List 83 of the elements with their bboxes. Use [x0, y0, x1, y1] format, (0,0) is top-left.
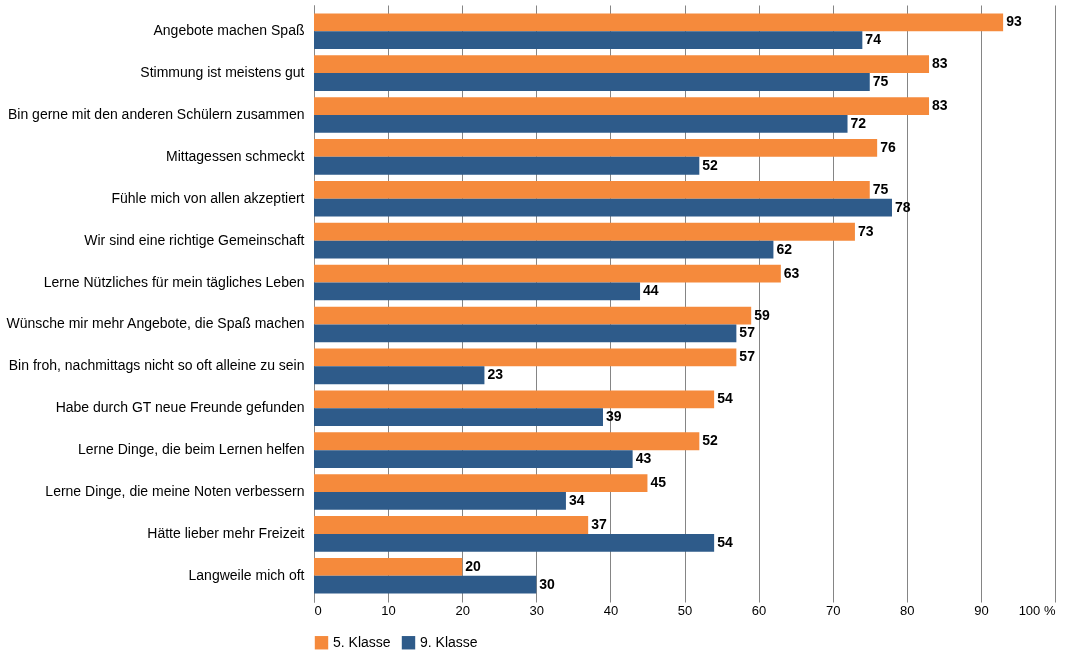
data-label: 74 — [865, 31, 882, 48]
data-label: 52 — [702, 156, 719, 173]
data-label: 37 — [591, 516, 607, 533]
y-tick-label: Langweile mich oft — [188, 566, 305, 583]
y-tick-label: Hätte lieber mehr Freizeit — [147, 524, 305, 541]
x-tick-label: 90 — [974, 602, 989, 618]
x-tick-label: 70 — [825, 602, 841, 618]
bar — [314, 306, 752, 325]
bar — [314, 180, 870, 199]
data-label: 57 — [739, 324, 756, 341]
data-label: 75 — [872, 72, 889, 89]
data-label: 54 — [717, 390, 733, 407]
bar — [314, 222, 855, 241]
data-label: 83 — [932, 97, 948, 114]
bar — [314, 198, 892, 217]
bar — [314, 55, 930, 74]
data-label: 83 — [932, 55, 948, 72]
bar — [314, 558, 463, 576]
bar — [314, 240, 774, 259]
x-tick-label: 30 — [529, 602, 545, 618]
x-tick-label: 20 — [455, 602, 470, 618]
bar — [314, 264, 781, 283]
data-label: 72 — [850, 114, 867, 131]
bar — [314, 450, 633, 468]
y-tick-label: Bin gerne mit den anderen Schülern zusammen — [7, 105, 305, 122]
data-label: 63 — [783, 264, 800, 281]
data-label: 57 — [739, 348, 756, 365]
bar — [314, 533, 715, 552]
data-label: 76 — [880, 138, 896, 155]
data-label: 75 — [872, 180, 889, 197]
bar — [314, 366, 485, 385]
y-tick-label: Fühle mich von allen akzeptiert — [111, 189, 305, 206]
bar — [314, 13, 1004, 32]
data-label: 73 — [857, 222, 874, 239]
y-tick-label: Habe durch GT neue Freunde gefunden — [55, 399, 305, 416]
bar — [314, 390, 715, 409]
x-tick-label: 60 — [751, 602, 767, 618]
x-tick-label: 80 — [900, 602, 915, 618]
data-label: 45 — [650, 474, 667, 491]
data-label: 43 — [635, 450, 652, 467]
bar — [314, 516, 589, 534]
data-label: 59 — [754, 306, 770, 323]
data-label: 20 — [465, 557, 481, 574]
legend-label: 9. Klasse — [420, 633, 478, 650]
legend-label: 5. Klasse — [333, 633, 391, 650]
bar — [314, 31, 863, 49]
data-label: 39 — [605, 408, 622, 425]
data-label: 54 — [717, 533, 733, 550]
bar — [314, 492, 566, 510]
x-tick-label: 40 — [603, 602, 619, 618]
data-label: 93 — [1006, 13, 1022, 30]
bar — [314, 282, 641, 301]
bar — [314, 139, 878, 157]
bar — [314, 324, 737, 343]
bar — [314, 114, 848, 133]
data-label: 62 — [776, 240, 793, 257]
bar — [314, 432, 700, 451]
y-tick-label: Mittagessen schmeckt — [166, 147, 305, 164]
bar — [314, 575, 537, 594]
data-label: 52 — [702, 432, 719, 449]
y-tick-label: Angebote machen Spaß — [153, 22, 305, 39]
data-label: 23 — [487, 366, 504, 383]
y-tick-label: Stimmung ist meistens gut — [140, 64, 305, 81]
data-label: 30 — [539, 575, 556, 592]
y-tick-label: Lerne Nützliches für mein tägliches Leben — [43, 273, 305, 290]
x-tick-label: 50 — [677, 602, 693, 618]
y-tick-label: Lerne Dinge, die beim Lernen helfen — [78, 441, 305, 458]
x-tick-label: 0 — [314, 602, 322, 618]
bar — [314, 348, 737, 367]
bar — [314, 97, 930, 115]
y-tick-label: Lerne Dinge, die meine Noten verbessern — [45, 483, 305, 500]
x-tick-label: 100 % — [1018, 602, 1056, 618]
y-tick-label: Wir sind eine richtige Gemeinschaft — [84, 231, 305, 248]
data-label: 44 — [643, 282, 659, 299]
bar — [314, 408, 603, 427]
x-tick-label: 10 — [381, 602, 396, 618]
bar — [314, 73, 870, 91]
data-label: 34 — [568, 491, 585, 508]
bar — [314, 156, 700, 175]
y-tick-label: Bin froh, nachmittags nicht so oft alleine zu sein — [8, 357, 305, 374]
bar — [314, 474, 648, 493]
y-tick-label: Wünsche mir mehr Angebote, die Spaß machen — [6, 315, 305, 332]
data-label: 78 — [894, 198, 911, 215]
